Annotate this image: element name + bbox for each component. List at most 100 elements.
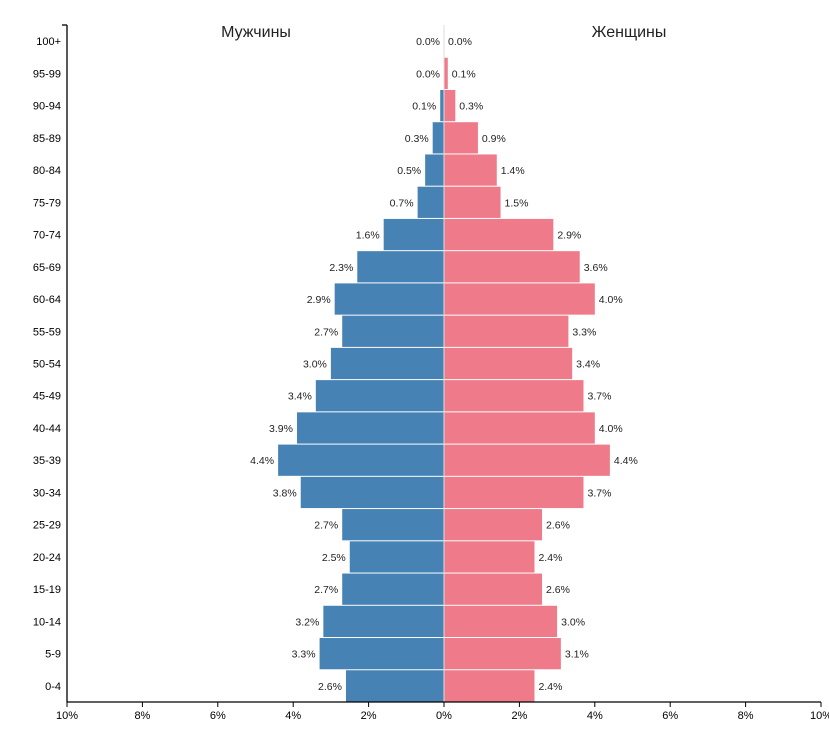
y-tick-label: 35-39	[33, 455, 61, 467]
female-value-label: 0.3%	[459, 101, 483, 113]
female-value-label: 2.6%	[546, 520, 570, 532]
female-bar	[444, 251, 580, 283]
female-value-label: 0.9%	[482, 133, 506, 145]
female-value-label: 3.0%	[561, 616, 585, 628]
female-bar	[444, 89, 456, 122]
x-tick-label: 2%	[511, 710, 527, 722]
x-tick-label: 8%	[738, 710, 754, 722]
female-value-label: 3.7%	[587, 391, 611, 403]
male-bar	[323, 605, 444, 638]
male-value-label: 2.9%	[307, 294, 331, 306]
x-tick-label: 10%	[810, 710, 829, 722]
male-bar	[357, 251, 444, 283]
male-bar	[440, 89, 444, 122]
y-tick-label: 65-69	[33, 262, 61, 274]
male-value-label: 0.5%	[397, 165, 421, 177]
x-tick-label: 0%	[436, 710, 452, 722]
female-bar	[444, 122, 478, 154]
female-bar	[444, 476, 584, 509]
female-bar	[444, 509, 543, 541]
y-tick-label: 20-24	[33, 552, 61, 564]
y-tick-label: 85-89	[33, 133, 61, 145]
female-bar	[444, 412, 595, 444]
x-tick-label: 4%	[587, 710, 603, 722]
female-bar	[444, 218, 554, 251]
x-tick-label: 2%	[361, 710, 377, 722]
male-bar	[345, 670, 444, 702]
male-bar	[425, 154, 444, 186]
x-tick-label: 6%	[662, 710, 678, 722]
male-bar	[383, 218, 444, 251]
y-tick-label: 45-49	[33, 391, 61, 403]
male-value-label: 3.2%	[295, 616, 319, 628]
male-bar	[300, 476, 444, 509]
y-tick-label: 0-4	[45, 681, 61, 693]
male-value-label: 3.0%	[303, 359, 327, 371]
x-tick-label: 4%	[285, 710, 301, 722]
y-tick-label: 40-44	[33, 423, 61, 435]
male-bar	[330, 347, 444, 380]
male-value-label: 0.3%	[405, 133, 429, 145]
y-tick-label: 90-94	[33, 101, 61, 113]
y-tick-label: 55-59	[33, 326, 61, 338]
y-tick-label: 10-14	[33, 616, 61, 628]
female-value-label: 1.4%	[501, 165, 525, 177]
female-value-label: 2.6%	[546, 584, 570, 596]
female-bar	[444, 347, 573, 380]
female-value-label: 0.0%	[448, 36, 472, 48]
y-tick-label: 95-99	[33, 68, 61, 80]
male-value-label: 2.7%	[314, 326, 338, 338]
y-tick-label: 100+	[36, 36, 61, 48]
y-tick-label: 50-54	[33, 359, 61, 371]
male-bar	[432, 122, 444, 154]
male-title: Мужчины	[221, 24, 291, 41]
female-value-label: 3.6%	[584, 262, 608, 274]
y-tick-label: 5-9	[45, 649, 61, 661]
female-value-label: 2.9%	[557, 230, 581, 242]
male-value-label: 3.4%	[288, 391, 312, 403]
female-bar	[444, 605, 558, 638]
female-value-label: 3.1%	[565, 649, 589, 661]
y-tick-label: 70-74	[33, 230, 61, 242]
male-bar	[342, 509, 444, 541]
male-bar	[296, 412, 444, 444]
female-value-label: 3.4%	[576, 359, 600, 371]
male-bar	[349, 541, 444, 573]
female-value-label: 2.4%	[538, 681, 562, 693]
female-bar	[444, 541, 535, 573]
female-bar	[444, 315, 569, 347]
male-value-label: 4.4%	[250, 455, 274, 467]
male-value-label: 2.7%	[314, 520, 338, 532]
male-bar	[342, 573, 444, 605]
x-tick-label: 8%	[134, 710, 150, 722]
male-bar	[319, 638, 444, 670]
female-value-label: 4.0%	[599, 423, 623, 435]
male-value-label: 2.5%	[322, 552, 346, 564]
male-value-label: 2.3%	[329, 262, 353, 274]
y-tick-label: 60-64	[33, 294, 61, 306]
female-title: Женщины	[592, 24, 667, 41]
male-bar	[315, 380, 444, 412]
female-bar	[444, 57, 448, 89]
x-tick-label: 10%	[56, 710, 78, 722]
female-value-label: 4.0%	[599, 294, 623, 306]
female-bar	[444, 380, 584, 412]
y-tick-label: 15-19	[33, 584, 61, 596]
female-bar	[444, 154, 497, 186]
male-bar	[278, 444, 444, 476]
y-tick-label: 25-29	[33, 520, 61, 532]
male-value-label: 2.7%	[314, 584, 338, 596]
female-bar	[444, 670, 535, 702]
female-bar	[444, 444, 610, 476]
female-value-label: 3.3%	[572, 326, 596, 338]
male-value-label: 0.7%	[390, 197, 414, 209]
male-value-label: 2.6%	[318, 681, 342, 693]
female-bar	[444, 573, 543, 605]
female-value-label: 4.4%	[614, 455, 638, 467]
male-value-label: 3.3%	[292, 649, 316, 661]
male-value-label: 0.0%	[416, 68, 440, 80]
male-bar	[334, 283, 444, 315]
female-bar	[444, 638, 561, 670]
